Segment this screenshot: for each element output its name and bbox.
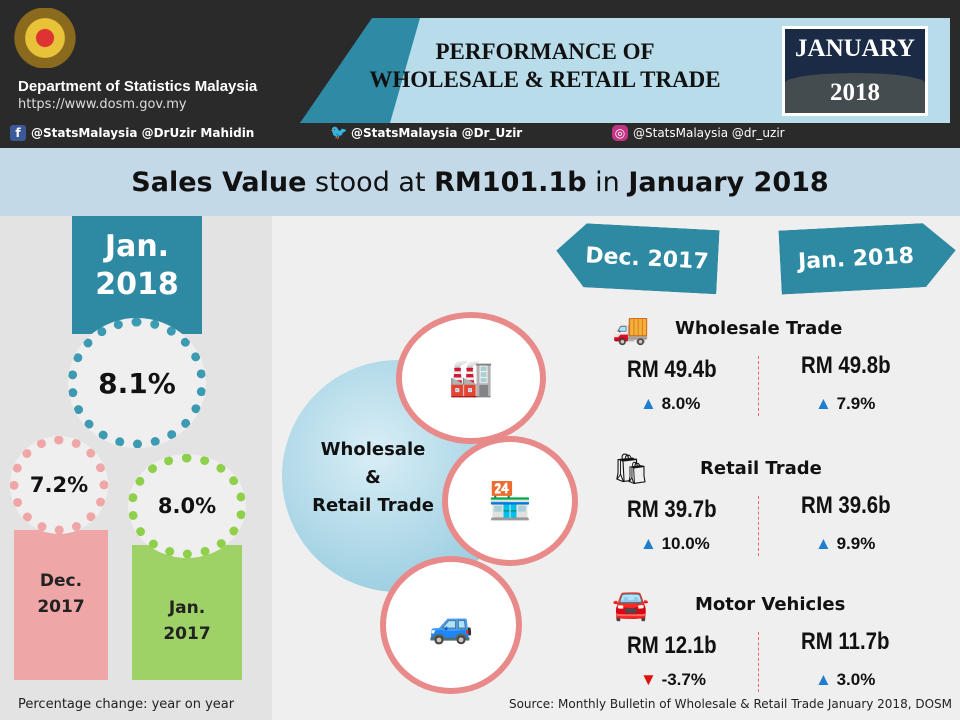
sector-name: Retail Trade [700,458,822,479]
divider [758,356,759,416]
car-dealer-illustration: 🚙 [380,556,522,694]
bar-label: Jan. [168,598,206,618]
dec-sales-value: RM 12.1b [627,632,717,659]
car-handshake-icon: 🚙 [428,605,474,646]
headline-value: RM101.1b [434,166,587,198]
shopping-bag-icon: 🛍 [612,452,651,487]
instagram-icon: ◎ [612,125,628,141]
facebook-text: @StatsMalaysia @DrUzir Mahidin [31,126,255,140]
center-label-line: & [365,467,381,488]
headline-period: January 2018 [628,166,829,198]
sector-name: Wholesale Trade [675,318,843,339]
headline-part: Sales Value [131,166,307,198]
jan-growth-value: 8.0% [157,494,217,518]
banner-line: Jan. [104,229,170,264]
date-year: 2018 [785,73,925,113]
department-name: Department of Statistics Malaysia [18,78,258,95]
divider [758,632,759,692]
dec-sales-value: RM 49.4b [627,356,717,383]
jan-change: ▲ 7.9% [815,394,876,413]
dec-2017-bar: Dec. 2017 [14,530,108,680]
dec-2017-ring: 7.2% [10,436,108,534]
dec-change: ▼ -3.7% [640,670,706,689]
period-banner-jan-2018: Jan. 2018 [778,221,957,294]
center-label-line: Retail Trade [312,495,434,516]
divider [758,496,759,556]
center-label-line: Wholesale [320,439,426,460]
warehouse-icon: 🏭 [448,358,494,399]
current-growth-value: 8.1% [98,366,176,400]
jan-sales-value: RM 11.7b [801,628,890,655]
jan-change-value: 7.9% [836,394,876,413]
center-label: Wholesale & Retail Trade [298,436,448,520]
car-icon: 🚘 [612,588,650,623]
period-left-label: Dec. 2017 [584,242,710,275]
headline-part: stood at [306,166,435,198]
twitter-icon: 🐦 [330,125,348,141]
dec-change-value: -3.7% [661,670,706,689]
banner-line: 2018 [95,267,179,302]
dec-change-value: 8.0% [661,394,701,413]
title-line-1: PERFORMANCE OF [435,39,655,64]
dec-change-value: 10.0% [661,534,710,553]
bar-label: 2017 [37,597,85,617]
headline: Sales Value stood at RM101.1b in January… [0,148,960,216]
instagram-text: @StatsMalaysia @dr_uzir [633,126,785,140]
title-line-2: WHOLESALE & RETAIL TRADE [369,67,721,92]
store-illustration: 🏪 [442,436,578,566]
jan-change-value: 3.0% [836,670,876,689]
instagram-handle[interactable]: ◎ @StatsMalaysia @dr_uzir [612,125,785,141]
twitter-text: @StatsMalaysia @Dr_Uzir [351,126,523,140]
current-period-banner: Jan. 2018 [72,216,202,334]
source-note: Source: Monthly Bulletin of Wholesale & … [508,697,952,711]
jan-change: ▲ 9.9% [815,534,876,553]
percentage-note: Percentage change: year on year [18,697,235,712]
facebook-icon: f [10,125,26,141]
store-icon: 🏪 [487,481,533,522]
jan-change-value: 9.9% [836,534,876,553]
jan-sales-value: RM 49.8b [801,352,891,379]
dec-growth-value: 7.2% [29,473,89,497]
jan-2017-ring: 8.0% [128,454,246,558]
twitter-handle[interactable]: 🐦 @StatsMalaysia @Dr_Uzir [330,125,522,141]
bar-label: Dec. [39,571,83,591]
headline-part: in [586,166,629,198]
bar-label: 2017 [163,624,211,644]
period-right-label: Jan. 2018 [797,243,915,275]
jan-sales-value: RM 39.6b [801,492,891,519]
warehouse-illustration: 🏭 [396,312,546,444]
jan-2017-bar: Jan. 2017 [132,545,242,680]
current-growth-ring: 8.1% [68,318,206,448]
date-badge: JANUARY 2018 [782,26,928,116]
dec-change: ▲ 8.0% [640,394,701,413]
period-banner-dec-2017: Dec. 2017 [554,222,719,294]
coat-of-arms-logo [14,8,76,68]
facebook-handle[interactable]: f @StatsMalaysia @DrUzir Mahidin [10,125,254,141]
truck-icon: 🚚 [612,312,650,347]
website-link[interactable]: https://www.dosm.gov.my [18,97,187,112]
jan-change: ▲ 3.0% [815,670,876,689]
dec-change: ▲ 10.0% [640,534,710,553]
date-month: JANUARY [795,35,915,62]
dec-sales-value: RM 39.7b [627,496,717,523]
sector-name: Motor Vehicles [695,594,846,615]
page-title: PERFORMANCE OF WHOLESALE & RETAIL TRADE [320,38,770,94]
